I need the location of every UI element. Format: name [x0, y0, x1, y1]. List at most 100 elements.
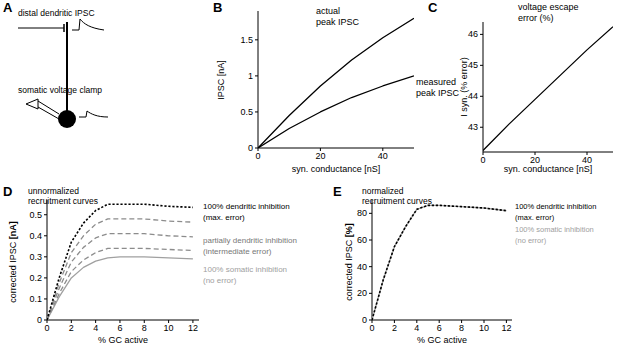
y-axis-label: I syn. (% error)	[459, 57, 469, 117]
text-line: normalized	[362, 186, 404, 196]
panel-letter: A	[3, 0, 13, 15]
y-tick-label: 80	[357, 208, 367, 218]
panel-C: C4344454602040syn. conductance [nS]I syn…	[428, 0, 613, 174]
panel-letter: B	[213, 0, 222, 15]
synapse-pointer	[18, 28, 64, 29]
y-tick-label: 40	[357, 262, 367, 272]
y-tick	[369, 293, 372, 294]
annotation: (max. error)	[515, 213, 555, 222]
x-tick-label: 2	[392, 323, 397, 333]
y-tick	[369, 213, 372, 214]
y-tick	[480, 65, 483, 66]
series-line	[258, 18, 414, 148]
plot-area	[47, 204, 193, 320]
dendrite	[66, 22, 68, 112]
series-line	[483, 27, 613, 151]
y-axis-label: corrected IPSC [%]	[344, 223, 354, 301]
series-line	[372, 205, 506, 320]
x-tick-label: 0	[255, 151, 260, 161]
y-tick-label: 0	[362, 315, 367, 325]
y-tick-label: 0.3	[29, 252, 42, 262]
series-line	[47, 219, 193, 320]
y-tick	[480, 34, 483, 35]
series-line	[372, 205, 506, 320]
x-tick-label: 4	[93, 323, 98, 333]
panel-letter: E	[333, 184, 342, 199]
y-tick	[369, 266, 372, 267]
y-axis	[258, 11, 259, 148]
y-axis-label-part: corrected IPSC	[344, 237, 354, 301]
annotation: (intermediate error)	[203, 247, 272, 256]
x-axis	[47, 320, 199, 321]
series-label: actualpeak IPSC	[316, 6, 360, 27]
x-axis-label: syn. conductance [nS]	[504, 164, 593, 174]
text-line: unnormalized	[28, 186, 79, 196]
x-axis-label: % GC active	[417, 335, 467, 345]
diagram-label: somatic voltage clamp	[18, 85, 102, 95]
figure: Adistal dendritic IPSC somatic voltage cl…	[0, 0, 617, 345]
pipette-tip	[26, 99, 38, 109]
annotation: partially dendritic inhibition	[203, 236, 297, 245]
y-tick-label: 0.2	[29, 273, 42, 283]
y-tick	[44, 298, 47, 299]
y-tick-label: 46	[468, 29, 478, 39]
y-tick-label: 20	[357, 288, 367, 298]
y-tick-label: 0.1	[29, 294, 42, 304]
panel-B: B00.511.502040syn. conductance [nS]IPSC …	[213, 0, 460, 174]
series-label: voltage escapeerror (%)	[518, 2, 579, 23]
text-line: error (%)	[518, 13, 554, 23]
panel-letter: D	[3, 184, 12, 199]
panel-E: E020406080024681012% GC activecorrected …	[333, 184, 596, 345]
text-line: actual	[316, 6, 340, 16]
annotation: (no error)	[203, 276, 237, 285]
y-tick-label: 0.5	[240, 107, 253, 117]
series-label: 100% somatic inhibition	[515, 225, 594, 234]
plot-area	[483, 27, 613, 151]
y-axis	[483, 22, 484, 152]
plot-area	[372, 205, 506, 320]
x-tick-label: 6	[117, 323, 122, 333]
annotation: (no error)	[515, 236, 547, 245]
y-tick-label: 0	[37, 315, 42, 325]
panel-D: D00.10.20.30.40.5024681012% GC activecor…	[3, 184, 297, 345]
x-tick-label: 2	[69, 323, 74, 333]
x-axis	[372, 320, 512, 321]
x-axis-label: % GC active	[98, 335, 148, 345]
y-tick-label: 43	[468, 122, 478, 132]
y-tick-label: 0.4	[29, 231, 42, 241]
x-axis	[483, 152, 613, 153]
y-axis-label-part: corrected IPSC	[8, 239, 18, 303]
x-tick-label: 12	[188, 323, 198, 333]
y-tick	[255, 111, 258, 112]
text-line: peak IPSC	[416, 88, 460, 98]
y-axis	[47, 200, 48, 320]
series-line	[258, 76, 414, 148]
y-tick-label: 60	[357, 235, 367, 245]
y-axis	[372, 200, 373, 320]
y-axis-label-part: [%]	[344, 223, 354, 237]
y-tick-label: 44	[468, 91, 478, 101]
x-tick-label: 0	[44, 323, 49, 333]
plot-area	[258, 18, 414, 148]
series-label: 100% dendritic inhibition	[203, 202, 290, 211]
diagram-label: distal dendritic IPSC	[18, 8, 95, 18]
soma	[58, 110, 76, 128]
y-tick-label: 0.5	[29, 210, 42, 220]
y-tick	[255, 39, 258, 40]
y-tick-label: 0	[248, 143, 253, 153]
y-tick	[480, 96, 483, 97]
y-tick	[255, 75, 258, 76]
series-line	[47, 234, 193, 320]
panel-title: unnormalizedrecruitment curves	[28, 186, 98, 206]
synapse-bar	[63, 24, 65, 32]
x-tick-label: 10	[164, 323, 174, 333]
panel-title: normalizedrecruitment curves	[362, 186, 432, 206]
dendritic-trace	[72, 19, 104, 30]
series-label: 100% somatic inhibition	[203, 265, 287, 274]
series-line	[47, 204, 193, 320]
y-tick	[44, 277, 47, 278]
x-tick-label: 12	[501, 323, 511, 333]
panel-A: Adistal dendritic IPSC somatic voltage cl…	[3, 0, 108, 128]
text-line: recruitment curves	[362, 196, 432, 206]
pipette-wall	[38, 107, 59, 119]
